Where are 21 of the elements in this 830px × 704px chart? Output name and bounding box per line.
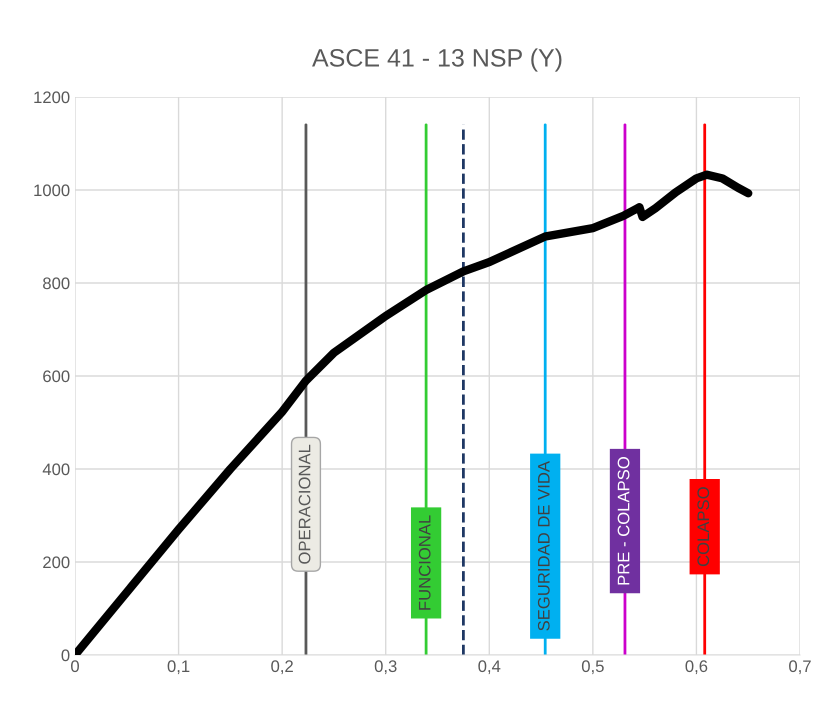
x-tick-label: 0,1 — [168, 660, 190, 674]
x-tick-label: 0,7 — [789, 660, 811, 674]
chart-title: ASCE 41 - 13 NSP (Y) — [312, 48, 562, 72]
y-tick-label: 1000 — [34, 184, 70, 196]
x-tick-label: 0,5 — [582, 660, 604, 674]
y-tick-label: 600 — [43, 370, 70, 382]
ref-line-label: FUNCIONAL — [418, 515, 431, 610]
y-tick-label: 400 — [42, 463, 70, 476]
y-tick-label: 0 — [62, 649, 70, 662]
x-tick-label: 0,3 — [374, 660, 397, 674]
x-tick-label: 0,2 — [271, 660, 293, 674]
y-tick-label: 800 — [43, 277, 70, 290]
x-tick-label: 0,6 — [685, 660, 708, 674]
ref-line-label: COLAPSO — [697, 487, 710, 566]
ref-line-label: OPERACIONAL — [298, 444, 310, 564]
y-tick-label: 1200 — [34, 91, 70, 104]
x-tick-label: 0,4 — [478, 660, 500, 674]
ref-line-label: SEGURIDAD DE VIDA — [538, 461, 550, 631]
ref-line-label: PRE - COLAPSO — [618, 457, 630, 585]
x-tick-label: 0 — [71, 660, 79, 672]
y-tick-label: 200 — [43, 556, 70, 568]
